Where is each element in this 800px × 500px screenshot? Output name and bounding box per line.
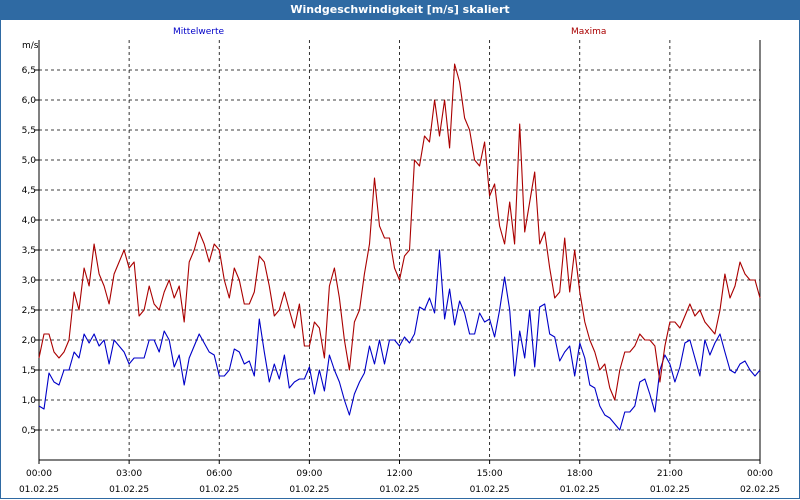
x-tick-label-date: 01.02.25	[109, 485, 149, 495]
x-tick-label-time: 12:00	[387, 469, 413, 479]
series-line-maxima	[38, 63, 761, 401]
y-tick-label: 5,0	[22, 156, 37, 166]
y-tick-label: 3,0	[22, 276, 37, 286]
y-tick-label: 6,0	[22, 96, 37, 106]
y-tick-label: 3,5	[22, 246, 36, 256]
x-tick-label-time: 21:00	[657, 469, 683, 479]
x-tick-label-date: 01.02.25	[379, 485, 419, 495]
y-tick-label: 1,5	[22, 366, 36, 376]
grid	[39, 40, 760, 460]
x-tick-label-date: 01.02.25	[560, 485, 600, 495]
x-tick-label-time: 00:00	[747, 469, 773, 479]
y-tick-label: 5,5	[22, 126, 36, 136]
y-tick-label: 1,0	[22, 396, 37, 406]
series	[38, 63, 761, 431]
x-tick-label-date: 02.02.25	[740, 485, 780, 495]
x-tick-label-date: 01.02.25	[19, 485, 59, 495]
legend-series-maxima: Maxima	[571, 27, 606, 37]
y-tick-label: 4,5	[22, 186, 36, 196]
y-axis-unit-label: m/s	[22, 41, 39, 51]
y-tick-label: 0,5	[22, 426, 36, 436]
y-tick-label: 4,0	[22, 216, 37, 226]
y-tick-label: 2,0	[22, 336, 37, 346]
y-tick-label: 2,5	[22, 306, 36, 316]
x-tick-label-time: 06:00	[206, 469, 232, 479]
x-tick-label-date: 01.02.25	[650, 485, 690, 495]
y-tick-label: 6,5	[22, 66, 36, 76]
x-tick-label-time: 03:00	[116, 469, 142, 479]
x-tick-label-date: 01.02.25	[470, 485, 510, 495]
series-line-mittelwerte	[38, 249, 761, 431]
x-tick-label-time: 09:00	[296, 469, 322, 479]
axes: 0,5 1,0 1,5 2,0 2,5 3,0 3,5 4,0 4,5 5,0 5,5 6,0 6,5 0…	[19, 40, 780, 495]
x-tick-label-time: 15:00	[477, 469, 503, 479]
x-tick-label-date: 01.02.25	[289, 485, 329, 495]
x-tick-label-date: 01.02.25	[199, 485, 239, 495]
x-tick-label-time: 18:00	[567, 469, 593, 479]
window-title: Windgeschwindigkeit [m/s] skaliert	[0, 0, 800, 20]
x-tick-label-time: 00:00	[26, 469, 52, 479]
legend-series-mittelwerte: Mittelwerte	[173, 27, 224, 37]
